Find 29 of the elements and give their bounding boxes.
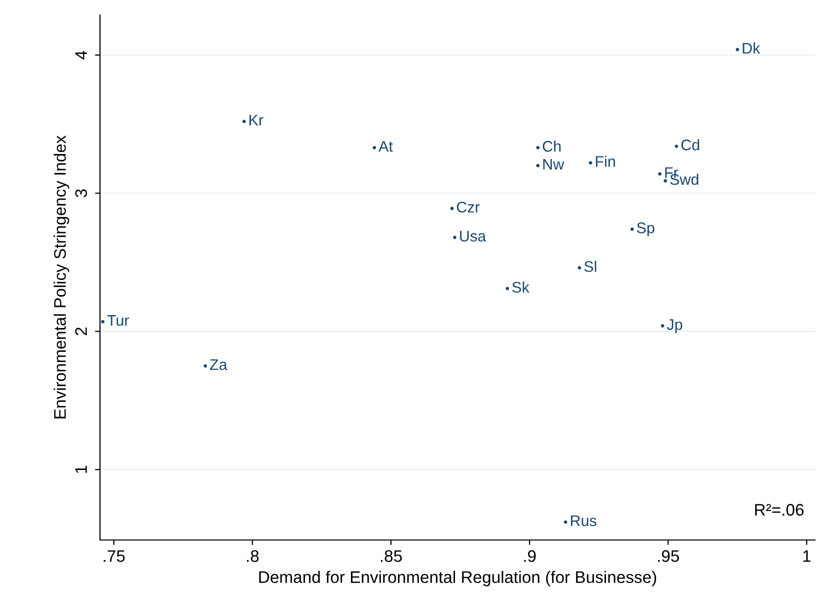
text: Cd xyxy=(681,139,700,150)
text: Czr xyxy=(456,202,480,213)
x-axis-title: Demand for Environmental Regulation (for Businesse) xyxy=(259,570,656,586)
text: Sp xyxy=(636,222,654,236)
y-tick-label: 4 xyxy=(75,50,87,60)
annotation: R²=.06 xyxy=(755,504,804,516)
text: Fin xyxy=(596,156,615,167)
text: Sk xyxy=(512,281,530,293)
y-tick-label: 1 xyxy=(75,466,87,473)
text: Tur xyxy=(107,315,130,326)
text: Sl xyxy=(584,260,596,272)
y-tick-label: 3 xyxy=(75,189,87,198)
text: At xyxy=(378,141,393,152)
text: Dk xyxy=(742,42,760,54)
text: Usa xyxy=(460,230,486,242)
text: Ch xyxy=(542,140,561,152)
text: Za xyxy=(210,359,228,370)
x-tick-label: .8 xyxy=(246,550,259,562)
x-tick-label: .85 xyxy=(380,550,402,562)
text: Nw xyxy=(543,159,564,170)
x-tick-label: .95 xyxy=(658,550,680,562)
text: Kr xyxy=(250,114,264,126)
text: Jp xyxy=(666,319,682,333)
y-tick-label: 2 xyxy=(75,328,87,336)
y-axis-title: Environmental Policy Stringency Index xyxy=(54,135,70,418)
text: Rus xyxy=(571,515,596,526)
x-tick-label: .9 xyxy=(524,550,536,562)
x-tick-label: .75 xyxy=(104,550,125,562)
x-tick-label: 1 xyxy=(803,550,811,562)
